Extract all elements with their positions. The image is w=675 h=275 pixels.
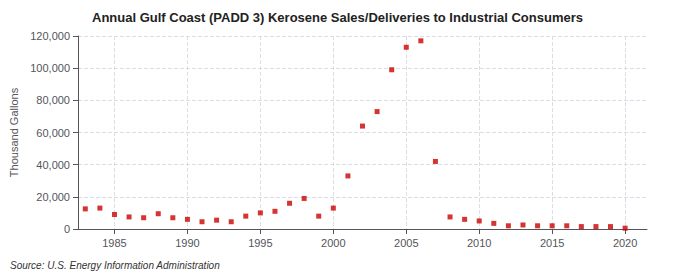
svg-text:Annual Gulf Coast (PADD 3) Ker: Annual Gulf Coast (PADD 3) Kerosene Sale…	[92, 10, 583, 25]
svg-text:Source: U.S. Energy Informatio: Source: U.S. Energy Information Administ…	[10, 260, 220, 271]
svg-text:40,000: 40,000	[36, 159, 70, 171]
svg-text:80,000: 80,000	[36, 94, 70, 106]
svg-text:1995: 1995	[248, 237, 272, 249]
svg-text:Thousand Gallons: Thousand Gallons	[8, 87, 20, 177]
svg-text:100,000: 100,000	[30, 62, 70, 74]
svg-text:60,000: 60,000	[36, 127, 70, 139]
svg-text:120,000: 120,000	[30, 30, 70, 42]
svg-text:2020: 2020	[613, 237, 637, 249]
svg-text:2010: 2010	[467, 237, 491, 249]
svg-text:2015: 2015	[540, 237, 564, 249]
svg-text:20,000: 20,000	[36, 191, 70, 203]
svg-text:2000: 2000	[321, 237, 345, 249]
svg-text:0: 0	[64, 223, 70, 235]
svg-text:1990: 1990	[175, 237, 199, 249]
svg-text:1985: 1985	[102, 237, 126, 249]
svg-text:2005: 2005	[394, 237, 418, 249]
